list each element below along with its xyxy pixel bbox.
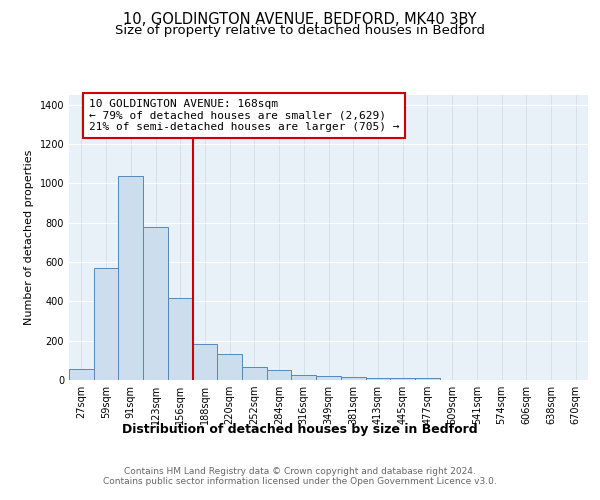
Bar	[316, 376, 341, 380]
Text: Distribution of detached houses by size in Bedford: Distribution of detached houses by size …	[122, 422, 478, 436]
Y-axis label: Number of detached properties: Number of detached properties	[24, 150, 34, 325]
Text: 10 GOLDINGTON AVENUE: 168sqm
← 79% of detached houses are smaller (2,629)
21% of: 10 GOLDINGTON AVENUE: 168sqm ← 79% of de…	[89, 99, 399, 132]
Bar	[267, 370, 292, 380]
Bar	[217, 354, 242, 380]
Bar	[118, 176, 143, 380]
Text: Contains HM Land Registry data © Crown copyright and database right 2024.: Contains HM Land Registry data © Crown c…	[124, 468, 476, 476]
Bar	[168, 298, 193, 380]
Text: 10, GOLDINGTON AVENUE, BEDFORD, MK40 3BY: 10, GOLDINGTON AVENUE, BEDFORD, MK40 3BY	[123, 12, 477, 28]
Bar	[69, 369, 94, 380]
Text: Contains public sector information licensed under the Open Government Licence v3: Contains public sector information licen…	[103, 478, 497, 486]
Bar	[143, 226, 168, 380]
Bar	[94, 268, 118, 380]
Bar	[341, 377, 365, 380]
Bar	[415, 378, 440, 380]
Text: Size of property relative to detached houses in Bedford: Size of property relative to detached ho…	[115, 24, 485, 37]
Bar	[292, 375, 316, 380]
Bar	[242, 367, 267, 380]
Bar	[390, 378, 415, 380]
Bar	[193, 344, 217, 380]
Bar	[365, 378, 390, 380]
